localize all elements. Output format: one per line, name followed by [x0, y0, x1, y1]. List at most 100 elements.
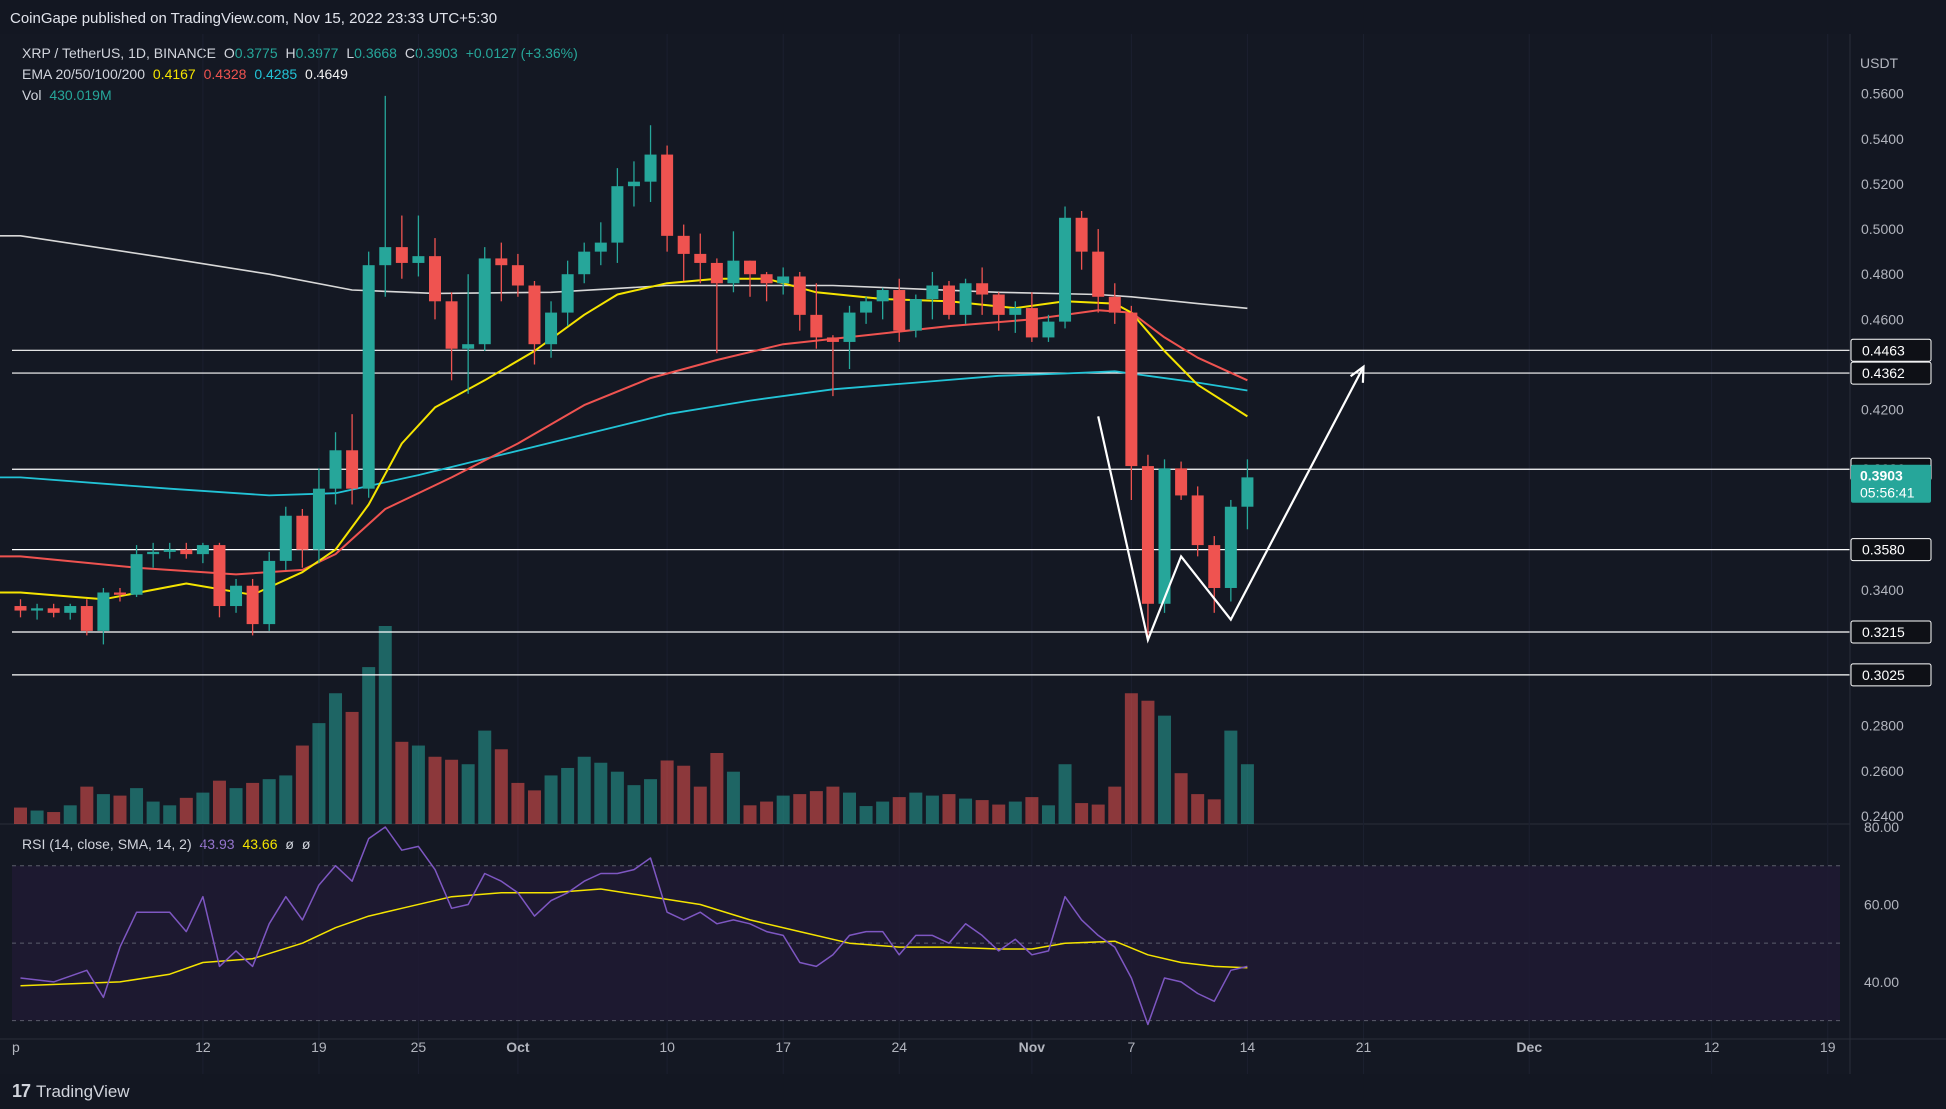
price-tick-label: 0.4800	[1861, 266, 1904, 282]
current-price-tag	[1851, 464, 1931, 503]
rsi-value: 43.93	[199, 836, 235, 852]
horizontal-levels[interactable]	[12, 349, 1850, 676]
price-tick-label: 0.5200	[1861, 176, 1904, 192]
price-axis[interactable]: USDT 0.5600 0.5400 0.5200 0.5000 0.4800 0.4600…	[1849, 34, 1946, 1074]
candle	[561, 260, 574, 327]
tradingview-brand: TradingView	[36, 1081, 130, 1101]
volume-bar	[1041, 805, 1055, 824]
candle	[495, 242, 508, 302]
level-tag	[1850, 663, 1932, 687]
candle-body	[230, 585, 243, 607]
candle-body	[180, 549, 193, 555]
candle	[395, 215, 408, 279]
rsi-tick-label: 40.00	[1864, 974, 1899, 990]
rsi-label: RSI (14, close, SMA, 14, 2)	[22, 836, 192, 852]
volume-bar	[1207, 799, 1221, 824]
rsi-sma-line	[20, 888, 1248, 987]
candle-body	[478, 258, 491, 345]
candle-body	[1141, 466, 1154, 604]
candle	[843, 305, 856, 370]
candle-body	[992, 294, 1005, 315]
rsi-legend[interactable]: RSI (14, close, SMA, 14, 2) 43.93 43.66 …	[22, 836, 314, 852]
level-tag	[1850, 361, 1932, 385]
time-tick-label: 17	[775, 1039, 791, 1055]
volume-bar	[212, 780, 226, 824]
chart-canvas[interactable]: USDT 0.5600 0.5400 0.5200 0.5000 0.4800 0.4600…	[0, 34, 1946, 1074]
candle	[810, 283, 823, 349]
candle-body	[909, 299, 922, 331]
ema-legend[interactable]: EMA 20/50/100/200 0.4167 0.4328 0.4285 0…	[22, 66, 352, 82]
tradingview-logo[interactable]: 17 TradingView	[12, 1081, 130, 1102]
volume-bar	[1158, 715, 1172, 824]
volume-bar	[925, 795, 939, 824]
level-tag-label: 0.4362	[1862, 365, 1905, 381]
change-value: +0.0127 (+3.36%)	[465, 45, 578, 61]
candle-body	[279, 515, 292, 561]
volume-bar	[494, 749, 508, 824]
candle-body	[379, 247, 392, 266]
volume-bar	[96, 794, 110, 824]
high-value: 0.3977	[295, 45, 339, 61]
candle-body	[843, 312, 856, 342]
volume-bar	[610, 771, 624, 824]
volume-bar	[843, 792, 856, 824]
candle-body	[445, 301, 458, 349]
axis-unit: USDT	[1860, 55, 1899, 71]
volume-bar	[743, 805, 757, 824]
volume-bar	[760, 801, 774, 824]
volume-bar	[1108, 786, 1122, 824]
volume-bar	[30, 810, 44, 824]
candle-body	[677, 235, 690, 254]
candle	[462, 274, 475, 394]
close-value: 0.3903	[414, 45, 458, 61]
candle-body	[1042, 321, 1055, 338]
open-label: O	[223, 45, 235, 61]
candle-body	[926, 285, 939, 300]
candle	[97, 587, 110, 645]
candle	[1092, 229, 1105, 313]
candle-body	[893, 290, 906, 331]
open-value: 0.3775	[234, 45, 278, 61]
candle-body	[213, 545, 226, 607]
price-tick-label: 0.5400	[1861, 131, 1904, 147]
price-tick-label: 0.3400	[1861, 582, 1904, 598]
candle-body	[130, 554, 143, 595]
vol-value: 430.019M	[49, 87, 112, 103]
time-axis[interactable]: p 12 19 25 Oct 10 17 24 Nov 7 14 21 Dec 12 19	[0, 1038, 1946, 1055]
candle	[1224, 499, 1237, 602]
candle	[1025, 292, 1038, 342]
candle	[661, 145, 674, 252]
low-value: 0.3668	[354, 45, 397, 61]
candle	[976, 267, 989, 315]
candle	[1125, 305, 1138, 500]
rsi-tick-label: 80.00	[1864, 819, 1899, 835]
candle	[1208, 536, 1221, 613]
candle	[860, 296, 873, 324]
candle-body	[263, 560, 276, 625]
candle	[379, 95, 392, 297]
candle	[296, 508, 309, 568]
time-tick-label: 12	[1704, 1039, 1720, 1055]
volume-legend[interactable]: Vol 430.019M	[22, 87, 116, 103]
ema200-line	[0, 235, 1248, 310]
volume-bar	[146, 801, 160, 824]
candle	[1108, 283, 1121, 324]
candle-body	[594, 242, 607, 252]
candle-body	[1108, 296, 1121, 313]
double-bottom-annotation[interactable]	[1097, 364, 1365, 644]
time-tick-label: 21	[1356, 1039, 1372, 1055]
arrow-head-icon	[1349, 364, 1365, 383]
volume-bar	[196, 792, 210, 824]
candle-body	[942, 285, 955, 315]
volume-bar	[345, 711, 359, 824]
candle	[1141, 454, 1154, 640]
volume-bar	[693, 786, 707, 824]
rsi-sma-value: 43.66	[242, 836, 278, 852]
candle	[329, 432, 342, 505]
symbol-name[interactable]: XRP / TetherUS, 1D, BINANCE	[22, 45, 216, 61]
candle	[893, 278, 906, 342]
rsi-tick-label: 60.00	[1864, 896, 1899, 912]
double-bottom-path	[1097, 366, 1365, 644]
candle	[14, 599, 27, 618]
price-tick-label: 0.2400	[1861, 808, 1904, 824]
